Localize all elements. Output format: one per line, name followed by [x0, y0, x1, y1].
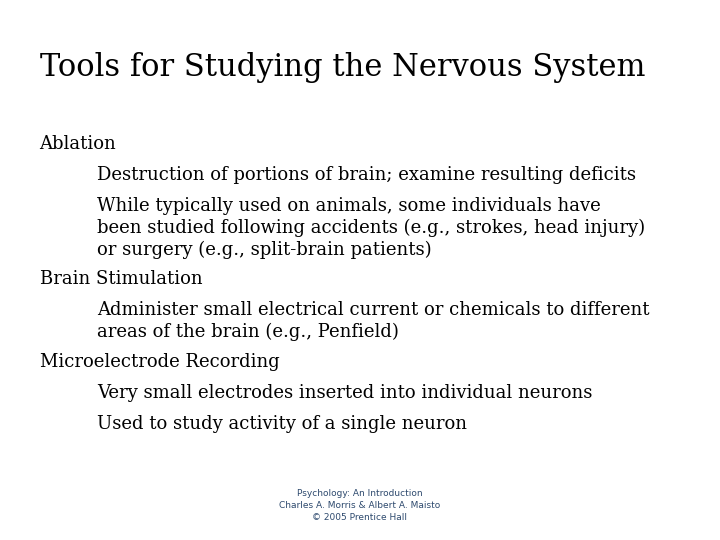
Text: Administer small electrical current or chemicals to different
areas of the brain: Administer small electrical current or c… — [97, 301, 649, 341]
Text: While typically used on animals, some individuals have
been studied following ac: While typically used on animals, some in… — [97, 197, 645, 259]
Text: Microelectrode Recording: Microelectrode Recording — [40, 353, 279, 371]
Text: Brain Stimulation: Brain Stimulation — [40, 270, 202, 288]
Text: Used to study activity of a single neuron: Used to study activity of a single neuro… — [97, 415, 467, 433]
Text: Destruction of portions of brain; examine resulting deficits: Destruction of portions of brain; examin… — [97, 166, 636, 184]
Text: Tools for Studying the Nervous System: Tools for Studying the Nervous System — [40, 52, 645, 83]
Text: Ablation: Ablation — [40, 135, 117, 153]
Text: Psychology: An Introduction
Charles A. Morris & Albert A. Maisto
© 2005 Prentice: Psychology: An Introduction Charles A. M… — [279, 489, 441, 522]
Text: Very small electrodes inserted into individual neurons: Very small electrodes inserted into indi… — [97, 384, 593, 402]
